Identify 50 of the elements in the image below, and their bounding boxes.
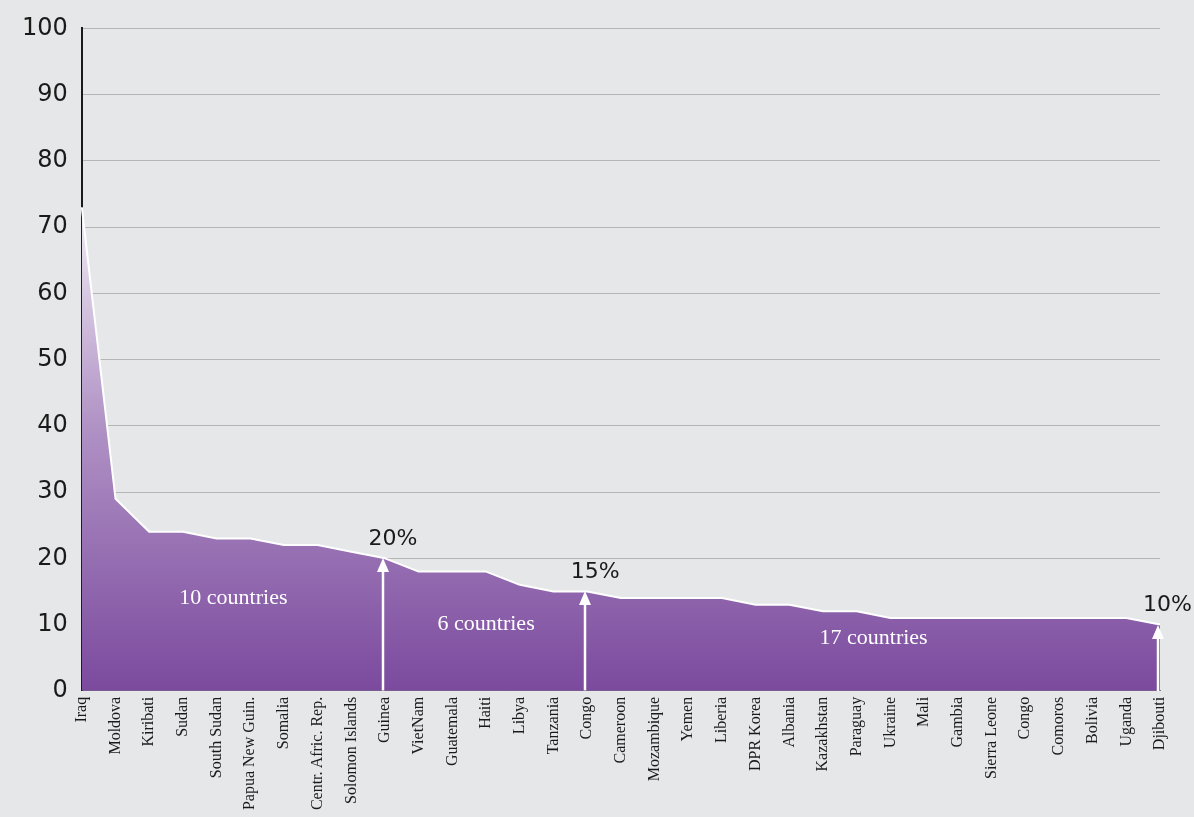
- x-tick-label: Albania: [779, 696, 797, 748]
- annotation: 10%: [1143, 591, 1192, 617]
- x-tick-label: Guatemala: [442, 696, 460, 767]
- x-tick-label: Kazakhstan: [813, 696, 831, 772]
- x-tick-label: Sudan: [173, 696, 191, 737]
- x-tick-label: Libya: [510, 696, 529, 735]
- y-tick-label: 0: [52, 675, 68, 704]
- annotation: 15%: [570, 558, 620, 584]
- y-tick-label: 40: [37, 410, 68, 439]
- x-tick-label: Moldova: [105, 696, 123, 755]
- x-tick-label: Mali: [914, 696, 932, 728]
- y-tick-label: 60: [37, 277, 68, 306]
- y-tick-label: 50: [37, 343, 68, 372]
- y-tick-label: 20: [37, 542, 68, 571]
- x-tick-label: Mozambique: [644, 696, 663, 782]
- x-tick-label: Congo: [1015, 696, 1034, 740]
- x-tick-label: Cameroon: [611, 696, 629, 764]
- annotation: 10 countries: [179, 583, 288, 609]
- x-tick-label: Haiti: [476, 696, 494, 729]
- y-tick-label: 30: [37, 476, 68, 505]
- x-tick-label: Uganda: [1116, 696, 1135, 747]
- annotation: 17 countries: [819, 623, 928, 649]
- x-tick-label: Guinea: [375, 696, 393, 744]
- x-tick-label: Ukraine: [880, 696, 898, 749]
- x-tick-label: Somalia: [274, 696, 292, 750]
- x-tick-label: Kiribati: [139, 696, 157, 747]
- y-tick-label: 90: [37, 78, 68, 107]
- x-tick-label: Bolivia: [1082, 696, 1100, 744]
- y-tick-label: 80: [37, 145, 68, 174]
- x-tick-label: Gambia: [948, 696, 966, 748]
- x-tick-label: Solomon Islands: [341, 696, 359, 804]
- x-tick-label: Yemen: [678, 696, 696, 742]
- x-tick-label: South Sudan: [206, 696, 224, 779]
- annotation: 6 countries: [437, 610, 535, 636]
- x-tick-label: Centr. Afric. Rep.: [307, 696, 326, 811]
- x-tick-label: Iraq: [72, 696, 91, 723]
- x-tick-label: VietNam: [408, 696, 426, 755]
- annotation: 20%: [368, 525, 418, 551]
- x-tick-label: Comoros: [1049, 696, 1067, 756]
- x-tick-label: Liberia: [712, 696, 730, 744]
- x-tick-label: Sierra Leone: [981, 696, 999, 779]
- y-tick-label: 100: [22, 12, 68, 41]
- y-tick-label: 10: [37, 608, 68, 637]
- y-tick-label: 70: [37, 211, 68, 240]
- x-tick-label: Djibouti: [1150, 696, 1169, 751]
- x-tick-label: Congo: [577, 696, 596, 740]
- x-tick-label: Paraguay: [846, 696, 865, 757]
- x-tick-label: Tanzania: [543, 696, 561, 755]
- x-tick-label: Papua New Guin.: [240, 696, 259, 811]
- x-tick-label: DPR Korea: [745, 696, 763, 772]
